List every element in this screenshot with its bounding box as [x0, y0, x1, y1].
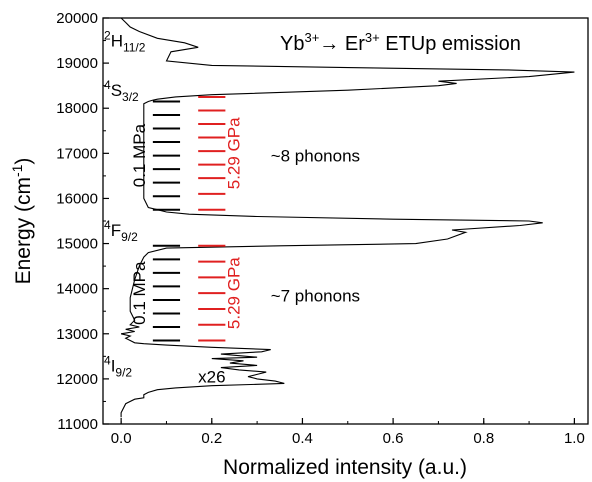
annotation-label: x26	[198, 368, 225, 387]
y-tick-label: 11000	[57, 416, 98, 433]
term-symbol-label: 4F9/2	[104, 218, 138, 244]
x-axis: 0.0 0.2 0.4 0.6 0.8 1.0	[111, 418, 585, 447]
x-tick-label: 0.8	[473, 430, 494, 447]
series-layer	[120, 17, 575, 418]
title-er-sup: 3+	[365, 30, 380, 45]
pressure-label: 5.29 GPa	[224, 257, 243, 329]
y-axis-title: Energy (cm-1)	[9, 158, 35, 285]
y-tick-label: 14000	[56, 281, 98, 298]
x-tick-label: 0.6	[383, 430, 404, 447]
pressure-label: 0.1 MPa	[130, 123, 149, 187]
x-tick-label: 0.2	[201, 430, 222, 447]
annotations: ~8 phonons ~7 phonons x26	[198, 147, 360, 387]
x-tick-label: 1.0	[564, 430, 585, 447]
y-tick-label: 15000	[56, 236, 98, 253]
y-tick-label: 18000	[56, 100, 98, 117]
y-tick-label: 19000	[56, 55, 98, 72]
y-tick-label: 17000	[56, 145, 98, 162]
term-symbol-label: 4S3/2	[104, 78, 139, 104]
pressure-label: 5.29 GPa	[224, 117, 243, 189]
y-tick-label: 13000	[56, 326, 98, 343]
energy-level-labels: 2H11/2 4S3/2 4F9/2 4I9/2	[104, 29, 146, 380]
x-axis-title: Normalized intensity (a.u.)	[223, 456, 467, 479]
annotation-label: ~8 phonons	[271, 147, 360, 166]
annotation-label: ~7 phonons	[271, 286, 360, 305]
y-axis-title-main: Energy (cm	[12, 177, 35, 284]
y-axis-title-sup: -1	[9, 164, 25, 177]
term-symbol-label: 4I9/2	[104, 353, 132, 379]
phonon-ladders: 0.1 MPa 5.29 GPa 0.1 MPa 5.29 GPa	[130, 95, 243, 342]
x-tick-label: 0.4	[292, 430, 313, 447]
y-tick-label: 16000	[56, 190, 98, 207]
y-axis-title-close: )	[12, 158, 35, 165]
title-arrow: → Er	[319, 33, 365, 55]
title-yb: Yb	[280, 33, 304, 55]
title-rest: ETUp emission	[380, 33, 521, 55]
y-axis: 11000 12000 13000 14000 15000 16000 17000 18000…	[56, 10, 109, 433]
x-tick-label: 0.0	[111, 430, 132, 447]
title-yb-sup: 3+	[304, 30, 319, 45]
emission-spectrum-line	[120, 17, 575, 418]
term-symbol-label: 2H11/2	[104, 29, 146, 55]
y-tick-label: 20000	[56, 10, 98, 27]
chart-title: Yb3+→ Er3+ ETUp emission	[280, 30, 521, 55]
pressure-label: 0.1 MPa	[130, 261, 149, 325]
y-tick-label: 12000	[56, 371, 98, 388]
